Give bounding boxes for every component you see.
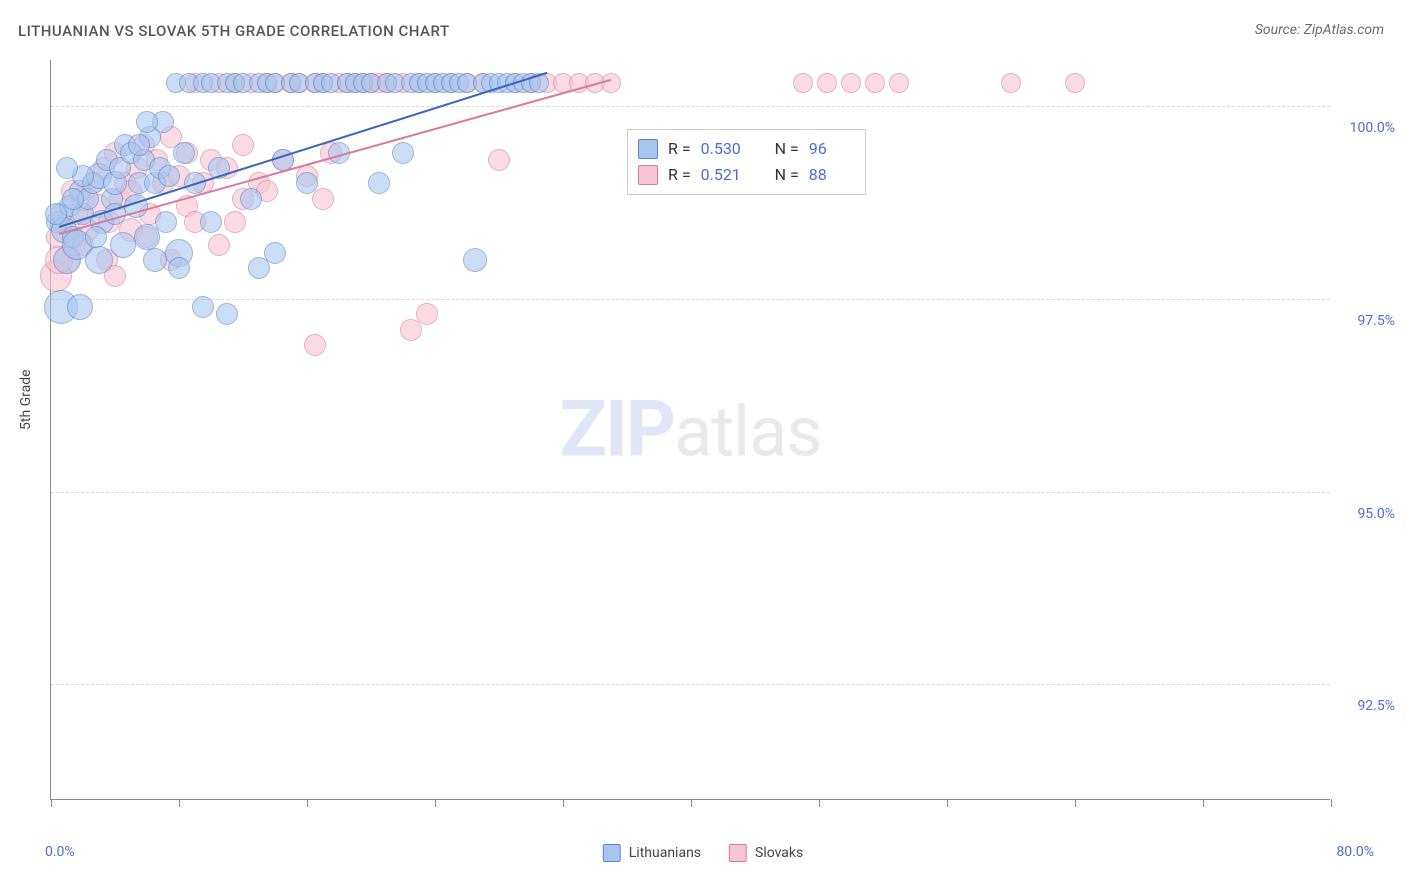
scatter-point-a [45, 203, 67, 225]
scatter-point-b [224, 211, 246, 233]
x-tick [1075, 799, 1076, 807]
scatter-point-b [865, 73, 885, 93]
plot-area: ZIPatlas 100.0%97.5%95.0%92.5%R =0.530N … [50, 60, 1330, 800]
grid-line [51, 492, 1330, 493]
r-label: R = [668, 162, 691, 188]
x-tick [307, 799, 308, 807]
stats-legend: R = 0.530 N = 96 R = 0.521 N = 88 [627, 129, 866, 194]
watermark-zip: ZIP [560, 384, 674, 475]
x-tick [51, 799, 52, 807]
scatter-point-a [296, 172, 318, 194]
legend-label-b: Slovaks [755, 845, 803, 861]
scatter-point-b [1065, 73, 1085, 93]
grid-line [51, 106, 1330, 107]
x-tick [947, 799, 948, 807]
r-value: 0.521 [701, 162, 747, 188]
legend-bottom: Lithuanians Slovaks [603, 844, 804, 862]
grid-line [51, 684, 1330, 685]
x-tick [819, 799, 820, 807]
legend-swatch [638, 139, 658, 159]
scatter-point-a [173, 142, 195, 164]
n-label: N = [775, 136, 799, 162]
scatter-point-b [488, 149, 510, 171]
watermark-rest: atlas [674, 391, 821, 473]
legend-swatch [638, 165, 658, 185]
scatter-point-a [240, 188, 262, 210]
x-tick [179, 799, 180, 807]
stats-legend-row: R = 0.521 N = 88 [638, 162, 855, 188]
chart-container: LITHUANIAN VS SLOVAK 5TH GRADE CORRELATI… [0, 0, 1406, 892]
scatter-point-b [817, 73, 837, 93]
source-label: Source: ZipAtlas.com [1255, 22, 1384, 38]
scatter-point-b [1001, 73, 1021, 93]
scatter-point-a [264, 242, 286, 264]
x-tick [691, 799, 692, 807]
n-value: 88 [809, 162, 855, 188]
scatter-point-b [232, 134, 254, 156]
legend-swatch-b [729, 844, 747, 862]
scatter-point-b [208, 234, 230, 256]
x-tick [563, 799, 564, 807]
scatter-point-b [416, 303, 438, 325]
legend-swatch-a [603, 844, 621, 862]
y-tick-label: 95.0% [1335, 506, 1395, 522]
scatter-point-a [192, 296, 214, 318]
stats-legend-row: R = 0.530 N = 96 [638, 136, 855, 162]
scatter-point-b [304, 334, 326, 356]
x-tick [1203, 799, 1204, 807]
scatter-point-a [200, 211, 222, 233]
y-axis-label: 5th Grade [18, 369, 34, 430]
n-label: N = [775, 162, 799, 188]
scatter-point-a [216, 303, 238, 325]
scatter-point-a [155, 211, 177, 233]
scatter-point-b [312, 188, 334, 210]
legend-item-series-b: Slovaks [729, 844, 803, 862]
scatter-point-a [158, 165, 180, 187]
y-tick-label: 92.5% [1335, 698, 1395, 714]
watermark: ZIPatlas [560, 384, 822, 475]
y-tick-label: 97.5% [1335, 313, 1395, 329]
scatter-point-a [143, 248, 167, 272]
scatter-point-b [841, 73, 861, 93]
scatter-point-a [56, 157, 78, 179]
n-value: 96 [809, 136, 855, 162]
r-value: 0.530 [701, 136, 747, 162]
scatter-point-a [110, 232, 136, 258]
scatter-point-a [62, 188, 84, 210]
scatter-point-b [793, 73, 813, 93]
grid-line [51, 299, 1330, 300]
x-tick [435, 799, 436, 807]
scatter-point-a [134, 224, 160, 250]
chart-title: LITHUANIAN VS SLOVAK 5TH GRADE CORRELATI… [18, 22, 450, 40]
scatter-point-b [889, 73, 909, 93]
scatter-point-a [168, 257, 190, 279]
scatter-point-a [136, 111, 158, 133]
scatter-point-a [67, 294, 93, 320]
x-axis-max-label: 80.0% [1336, 844, 1374, 860]
scatter-point-a [463, 248, 487, 272]
scatter-point-a [392, 142, 414, 164]
scatter-point-a [85, 246, 113, 274]
scatter-point-b [601, 73, 621, 93]
x-tick [1331, 799, 1332, 807]
scatter-point-a [368, 172, 390, 194]
x-axis-min-label: 0.0% [45, 844, 75, 860]
legend-label-a: Lithuanians [629, 845, 701, 861]
y-tick-label: 100.0% [1335, 120, 1395, 136]
scatter-point-a [128, 134, 150, 156]
r-label: R = [668, 136, 691, 162]
scatter-point-a [85, 226, 107, 248]
legend-item-series-a: Lithuanians [603, 844, 701, 862]
